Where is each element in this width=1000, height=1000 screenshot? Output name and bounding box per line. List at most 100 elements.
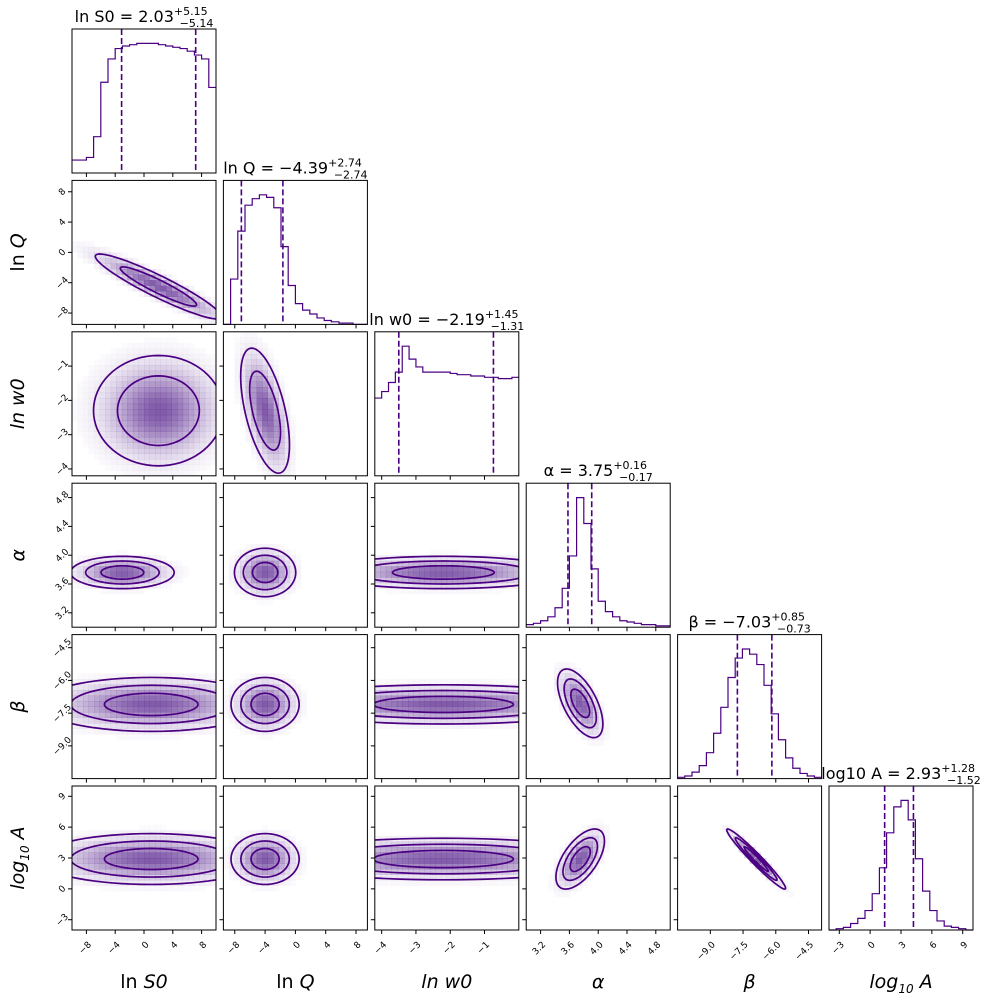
density-cell: [284, 403, 291, 410]
density-cell: [413, 555, 420, 562]
title-lnQ: ln Q = −4.39+2.74 −2.74: [223, 156, 367, 181]
density-cell: [452, 577, 459, 584]
density-cell: [256, 841, 263, 848]
density-cell: [278, 717, 285, 724]
density-cell: [210, 302, 216, 309]
density-cell: [430, 695, 437, 702]
density-cell: [234, 695, 241, 702]
hist-panel-lnQ: ln Q = −4.39+2.74 −2.74: [222, 156, 368, 325]
density-cell: [262, 353, 269, 360]
density-cell: [251, 728, 257, 735]
density-cell: [78, 729, 84, 735]
x-tick-label: 0: [140, 940, 151, 951]
density-cell: [380, 679, 386, 685]
density-cell: [149, 353, 156, 360]
density-cell: [474, 712, 481, 718]
density-cell: [463, 695, 470, 702]
density-cell: [105, 689, 112, 696]
density-cell: [513, 863, 519, 870]
density-cell: [116, 841, 123, 848]
y-tick-label: 8: [57, 187, 68, 198]
label-italic: ln w0: [7, 378, 29, 429]
density-cell: [94, 387, 100, 394]
density-cell: [121, 701, 128, 707]
density-cell: [419, 846, 425, 853]
density-cell: [88, 420, 95, 427]
label-text: ln: [120, 971, 143, 993]
density-cell: [391, 588, 397, 594]
density-cell: [474, 689, 481, 696]
density-cell: [396, 684, 403, 691]
density-cell: [391, 582, 398, 589]
density-cell: [424, 723, 431, 730]
density-cell: [155, 274, 161, 281]
density-cell: [273, 723, 280, 730]
density-cell: [138, 392, 145, 399]
density-cell: [496, 684, 503, 691]
density-cell: [116, 560, 123, 567]
density-cell: [160, 717, 167, 724]
density-cell: [251, 841, 257, 848]
density-cell: [553, 885, 560, 892]
density-cell: [262, 464, 269, 471]
density-cell: [94, 701, 100, 707]
density-cell: [240, 549, 246, 556]
density-cell: [105, 392, 112, 399]
density-cell: [468, 560, 475, 567]
density-cell: [172, 337, 178, 343]
density-cell: [289, 464, 296, 471]
density-cell: [138, 280, 145, 286]
density-cell: [111, 348, 117, 354]
density-cell: [435, 560, 442, 567]
density-cell: [182, 835, 189, 842]
density-cell: [256, 409, 263, 416]
density-cell: [171, 291, 178, 298]
density-cell: [121, 398, 128, 405]
density-cell: [268, 886, 274, 892]
density-cell: [83, 555, 89, 562]
density-cell: [121, 588, 128, 595]
density-cell: [374, 560, 381, 567]
density-cell: [204, 437, 211, 443]
density-cell: [457, 571, 464, 578]
density-cell: [210, 874, 216, 881]
density-cell: [166, 365, 172, 371]
density-cell: [155, 337, 161, 343]
density-cell: [149, 398, 156, 405]
density-cell: [110, 841, 117, 848]
density-cell: [598, 824, 605, 831]
density-cell: [149, 577, 156, 584]
density-cell: [199, 348, 205, 354]
density-cell: [99, 392, 106, 399]
density-cell: [491, 689, 497, 696]
density-cell: [289, 712, 296, 718]
label-italic: β: [7, 701, 29, 714]
density-cell: [110, 359, 117, 366]
density-cell: [160, 359, 167, 366]
density-cell: [160, 582, 167, 589]
density-cell: [441, 678, 448, 685]
density-cell: [256, 381, 263, 388]
density-cell: [491, 717, 497, 724]
density-cell: [441, 863, 448, 870]
density-cell: [155, 420, 161, 427]
density-cell: [559, 891, 565, 897]
density-cell: [480, 869, 486, 875]
density-cell: [564, 874, 571, 881]
density-cell: [256, 869, 263, 875]
density-cell: [284, 846, 291, 853]
density-cell: [424, 555, 431, 562]
density-cell: [396, 712, 403, 718]
density-cell: [380, 874, 387, 881]
density-cell: [468, 695, 475, 702]
density-cell: [149, 392, 156, 399]
density-cell: [463, 869, 470, 875]
density-cell: [290, 550, 296, 556]
density-cell: [267, 353, 274, 360]
density-cell: [229, 875, 235, 881]
contour-level-2: [734, 836, 778, 882]
density-cell: [513, 835, 519, 842]
density-cell: [234, 381, 241, 388]
density-cell: [132, 442, 139, 449]
